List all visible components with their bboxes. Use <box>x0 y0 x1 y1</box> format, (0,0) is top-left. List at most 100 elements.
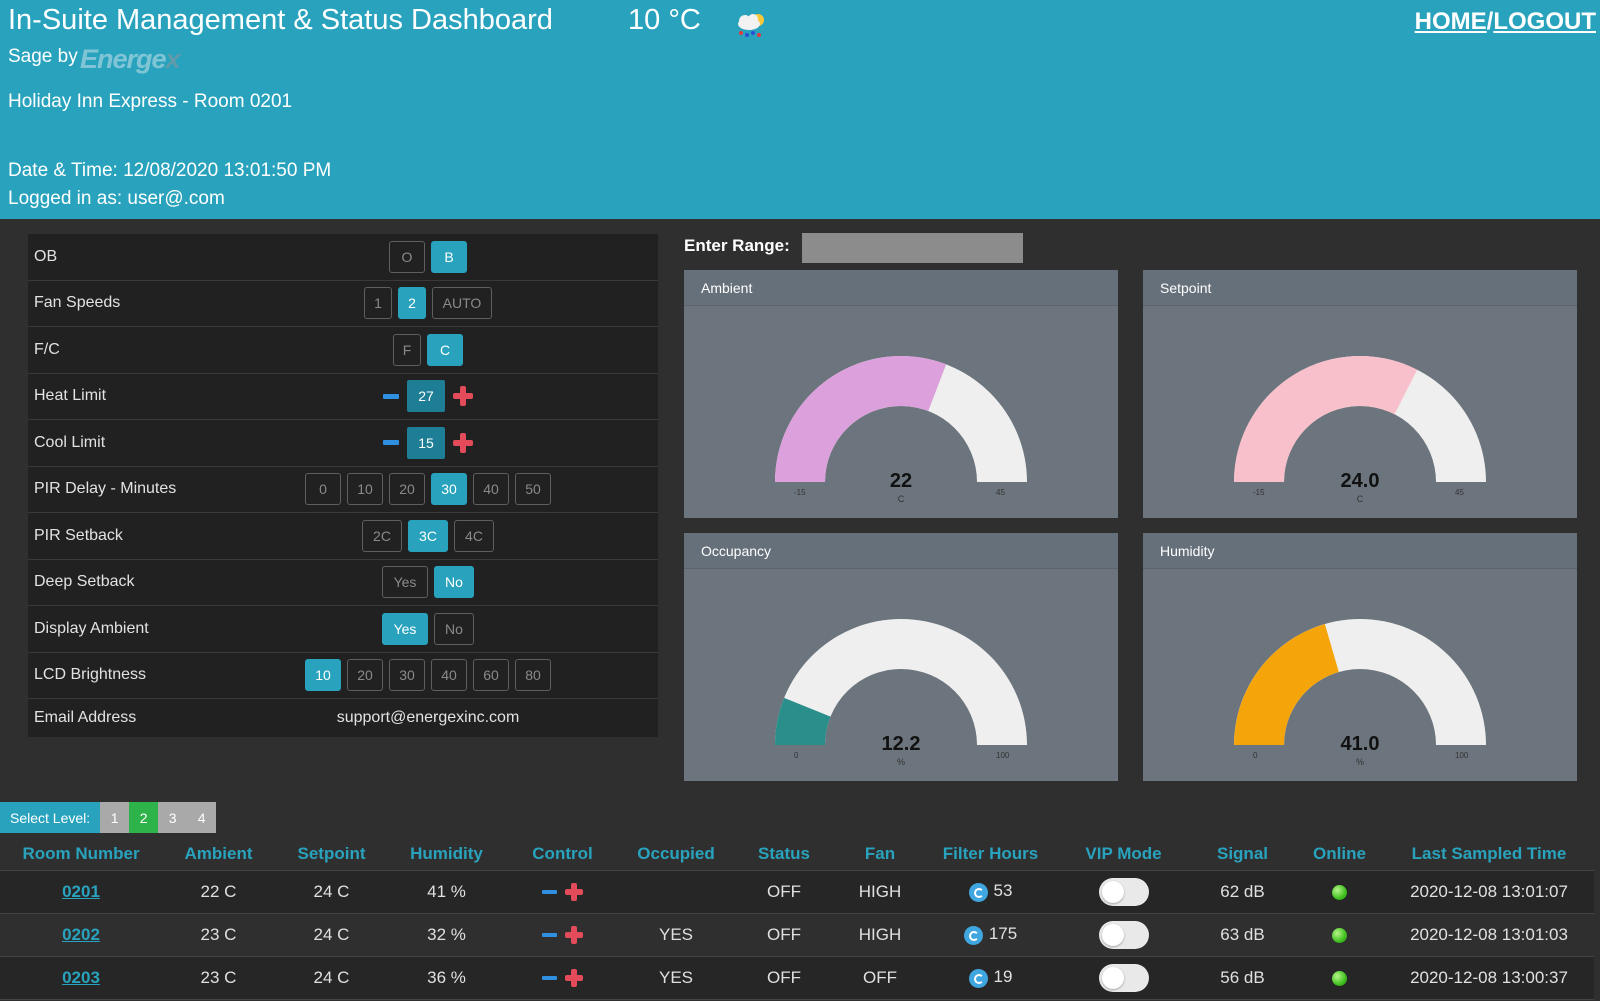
ob-b-button[interactable]: B <box>431 240 467 273</box>
setting-cool-limit: Cool Limit 15 <box>28 420 658 467</box>
plus-icon[interactable] <box>453 432 473 453</box>
col-control[interactable]: Control <box>505 838 620 871</box>
vip-cell <box>1057 913 1190 957</box>
fan-cell: HIGH <box>836 913 924 957</box>
pir-delay-10-button[interactable]: 10 <box>347 473 383 506</box>
col-humidity[interactable]: Humidity <box>388 838 505 871</box>
fan-speed-auto-button[interactable]: AUTO <box>432 287 492 320</box>
vip-mode-toggle[interactable] <box>1098 963 1149 992</box>
setting-label: Email Address <box>34 709 137 726</box>
pir-setback-2c-button[interactable]: 2C <box>362 519 402 552</box>
minus-icon[interactable] <box>542 890 557 895</box>
display-ambient-no-button[interactable]: No <box>434 612 474 645</box>
minus-icon[interactable] <box>542 976 557 981</box>
plus-icon[interactable] <box>453 386 473 407</box>
gauge-value: 22 <box>889 470 913 492</box>
minus-icon[interactable] <box>383 440 399 446</box>
setting-email: Email Address support@energexinc.com <box>28 699 658 737</box>
occupancy-gauge <box>775 619 1027 745</box>
level-1-button[interactable]: 1 <box>110 809 119 826</box>
setting-pir-delay: PIR Delay - Minutes 0 10 20 30 40 50 <box>28 467 658 513</box>
col-occupied[interactable]: Occupied <box>620 838 732 871</box>
lcd-brightness-10-button[interactable]: 10 <box>305 659 341 692</box>
pir-setback-options: 2C 3C 4C <box>288 519 568 552</box>
fan-speed-1-button[interactable]: 1 <box>364 287 392 320</box>
lcd-brightness-30-button[interactable]: 30 <box>389 659 425 692</box>
col-online[interactable]: Online <box>1295 838 1384 871</box>
setting-label: Cool Limit <box>34 433 106 451</box>
level-4-button[interactable]: 4 <box>197 809 206 826</box>
pir-delay-50-button[interactable]: 50 <box>515 473 551 506</box>
room-link[interactable]: 0202 <box>62 924 100 944</box>
reset-filter-icon[interactable] <box>963 925 983 945</box>
minus-icon[interactable] <box>383 393 399 399</box>
filter-hours-cell: 19 <box>924 956 1057 1000</box>
status-cell: OFF <box>732 913 836 957</box>
gauge-title: Humidity <box>1143 533 1577 569</box>
pir-delay-0-button[interactable]: 0 <box>305 473 341 506</box>
lcd-brightness-60-button[interactable]: 60 <box>473 659 509 692</box>
ob-o-button[interactable]: O <box>389 240 425 273</box>
lcd-brightness-40-button[interactable]: 40 <box>431 659 467 692</box>
col-ambient[interactable]: Ambient <box>162 838 275 871</box>
fahrenheit-button[interactable]: F <box>393 333 421 366</box>
col-last-sampled[interactable]: Last Sampled Time <box>1384 838 1594 871</box>
plus-icon[interactable] <box>565 926 583 945</box>
deep-setback-no-button[interactable]: No <box>434 566 474 599</box>
col-fan[interactable]: Fan <box>836 838 924 871</box>
nav-separator: / <box>1486 8 1494 35</box>
humidity-gauge <box>1234 619 1486 745</box>
ambient-cell: 22 C <box>162 870 275 914</box>
pir-delay-30-button[interactable]: 30 <box>431 473 467 506</box>
reset-filter-icon[interactable] <box>968 968 988 988</box>
setting-label: Heat Limit <box>34 387 107 405</box>
lcd-brightness-20-button[interactable]: 20 <box>347 659 383 692</box>
vip-cell <box>1057 956 1190 1000</box>
control-cell <box>505 956 620 1000</box>
control-cell <box>505 870 620 914</box>
pir-delay-40-button[interactable]: 40 <box>473 473 509 506</box>
reset-filter-icon[interactable] <box>968 882 988 902</box>
gauge-max-label: 45 <box>996 488 1005 497</box>
col-signal[interactable]: Signal <box>1190 838 1295 871</box>
humidity-cell: 36 % <box>388 956 505 1000</box>
pir-setback-3c-button[interactable]: 3C <box>408 519 448 552</box>
range-input[interactable] <box>802 233 1023 263</box>
level-2-button[interactable]: 2 <box>129 802 159 833</box>
display-ambient-yes-button[interactable]: Yes <box>382 612 428 645</box>
setting-label: PIR Delay - Minutes <box>34 480 177 498</box>
col-filter-hours[interactable]: Filter Hours <box>924 838 1057 871</box>
col-status[interactable]: Status <box>732 838 836 871</box>
online-cell <box>1295 870 1384 914</box>
room-link[interactable]: 0201 <box>62 881 100 901</box>
minus-icon[interactable] <box>542 933 557 938</box>
deep-setback-yes-button[interactable]: Yes <box>382 566 428 599</box>
col-setpoint[interactable]: Setpoint <box>275 838 388 871</box>
vip-mode-toggle[interactable] <box>1098 920 1149 949</box>
setpoint-cell: 24 C <box>275 913 388 957</box>
fan-speed-2-button[interactable]: 2 <box>398 287 426 320</box>
online-cell <box>1295 956 1384 1000</box>
pir-setback-4c-button[interactable]: 4C <box>454 519 494 552</box>
plus-icon[interactable] <box>565 883 583 902</box>
setting-deep-setback: Deep Setback Yes No <box>28 560 658 606</box>
gauge-min-label: -15 <box>794 488 806 497</box>
home-link[interactable]: HOME <box>1414 8 1487 35</box>
col-vip-mode[interactable]: VIP Mode <box>1057 838 1190 871</box>
cool-limit-value: 15 <box>407 426 445 459</box>
level-3-button[interactable]: 3 <box>168 809 177 826</box>
setting-ob: OB O B <box>28 234 658 281</box>
pir-delay-20-button[interactable]: 20 <box>389 473 425 506</box>
energex-logo: Energex <box>80 44 181 74</box>
gauge-unit: C <box>1356 494 1364 504</box>
plus-icon[interactable] <box>565 969 583 988</box>
cloud-rain-sun-icon <box>738 14 764 37</box>
col-room-number[interactable]: Room Number <box>0 838 162 871</box>
filter-hours-cell: 175 <box>924 913 1057 957</box>
setpoint-gauge <box>1234 356 1486 482</box>
room-link[interactable]: 0203 <box>62 967 100 987</box>
celsius-button[interactable]: C <box>427 333 463 366</box>
logout-link[interactable]: LOGOUT <box>1493 8 1596 35</box>
vip-mode-toggle[interactable] <box>1098 877 1149 906</box>
lcd-brightness-80-button[interactable]: 80 <box>515 659 551 692</box>
